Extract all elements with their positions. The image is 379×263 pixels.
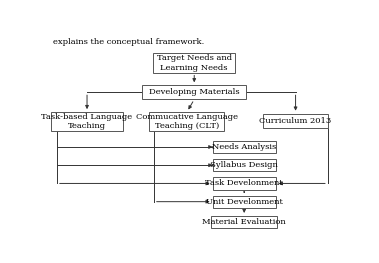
Text: Needs Analysis: Needs Analysis <box>212 143 276 151</box>
FancyBboxPatch shape <box>213 141 276 153</box>
FancyBboxPatch shape <box>51 112 123 131</box>
FancyBboxPatch shape <box>153 53 235 73</box>
Text: explains the conceptual framework.: explains the conceptual framework. <box>53 38 205 46</box>
Text: Curriculum 2013: Curriculum 2013 <box>260 117 332 125</box>
Text: Developing Materials: Developing Materials <box>149 88 240 96</box>
Text: Task Develonment: Task Develonment <box>205 179 283 188</box>
FancyBboxPatch shape <box>211 216 277 228</box>
Text: Syllabus Design: Syllabus Design <box>210 161 278 169</box>
Text: Commucative Language
Teaching (CLT): Commucative Language Teaching (CLT) <box>136 113 238 130</box>
Text: Task-based Language
Teaching: Task-based Language Teaching <box>41 113 133 130</box>
FancyBboxPatch shape <box>213 159 276 171</box>
Text: Target Needs and
Learning Needs: Target Needs and Learning Needs <box>157 54 232 72</box>
Text: Material Evaluation: Material Evaluation <box>202 218 286 226</box>
FancyBboxPatch shape <box>263 114 328 128</box>
FancyBboxPatch shape <box>213 196 276 208</box>
FancyBboxPatch shape <box>149 112 224 131</box>
FancyBboxPatch shape <box>213 177 276 190</box>
FancyBboxPatch shape <box>142 85 246 99</box>
Text: Unit Develonment: Unit Develonment <box>206 198 283 206</box>
